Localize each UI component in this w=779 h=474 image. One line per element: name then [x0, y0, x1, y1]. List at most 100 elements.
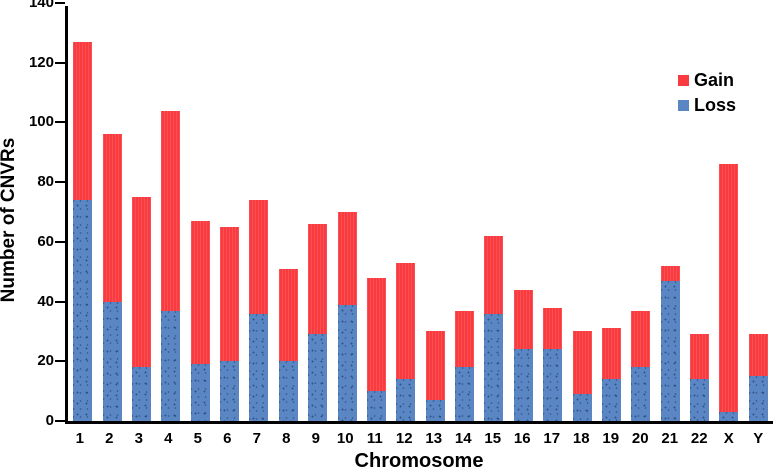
bar-segment-gain: [366, 277, 386, 392]
x-tick-label-chr-Y: Y: [753, 430, 764, 447]
bar-column-chr-7: [244, 6, 273, 421]
bar-segment-loss: [161, 310, 181, 421]
y-tick-mark: [55, 300, 65, 303]
y-tick-label: 40: [37, 292, 54, 310]
bar-segment-gain: [543, 307, 563, 350]
bar-segment-gain: [161, 110, 181, 311]
y-axis-title: Number of CNVRs: [0, 137, 19, 303]
bar-column-chr-Y: [744, 6, 773, 421]
x-tick-label-chr-13: 13: [425, 430, 443, 447]
bar-stack: [484, 235, 504, 421]
bar-column-chr-4: [156, 6, 185, 421]
bar-segment-gain: [748, 334, 768, 377]
bar-segment-loss: [748, 376, 768, 421]
bar-segment-gain: [337, 212, 357, 305]
y-tick-label: 120: [28, 53, 54, 71]
x-tick-label-chr-22: 22: [690, 430, 708, 447]
bar-column-chr-15: [479, 6, 508, 421]
bar-segment-loss: [220, 361, 240, 421]
y-tick-mark: [55, 240, 65, 243]
y-tick-label: 0: [45, 412, 54, 429]
bar-segment-loss: [337, 304, 357, 421]
bar-segment-gain: [396, 262, 416, 380]
y-tick-label: 60: [37, 232, 54, 250]
bar-segment-gain: [455, 310, 475, 368]
bar-segment-gain: [719, 164, 739, 413]
bar-segment-gain: [484, 235, 504, 314]
bar-segment-loss: [249, 313, 269, 421]
bar-segment-gain: [690, 334, 710, 380]
bar-column-chr-17: [538, 6, 567, 421]
bar-segment-gain: [660, 265, 680, 281]
bar-column-chr-X: [714, 6, 743, 421]
bar-stack: [572, 331, 592, 421]
x-tick-label-chr-4: 4: [164, 430, 173, 447]
bar-column-chr-8: [274, 6, 303, 421]
x-tick-label-chr-15: 15: [484, 430, 502, 447]
x-tick-label-chr-17: 17: [543, 430, 561, 447]
bar-stack: [631, 310, 651, 421]
bar-segment-loss: [484, 313, 504, 421]
bar-segment-loss: [73, 200, 93, 421]
bar-column-chr-20: [626, 6, 655, 421]
bar-stack: [220, 226, 240, 421]
bar-column-chr-13: [421, 6, 450, 421]
bar-segment-gain: [308, 223, 328, 335]
bar-stack: [190, 220, 210, 421]
bar-column-chr-5: [186, 6, 215, 421]
y-tick-label: 80: [37, 173, 54, 191]
bar-column-chr-9: [303, 6, 332, 421]
y-tick-label: 20: [37, 352, 54, 370]
x-tick-label-chr-21: 21: [661, 430, 679, 447]
bar-stack: [660, 265, 680, 421]
x-tick-label-chr-12: 12: [395, 430, 413, 447]
bar-segment-gain: [278, 268, 298, 362]
bar-stack: [249, 200, 269, 421]
bar-segment-gain: [631, 310, 651, 368]
bar-stack: [690, 334, 710, 421]
bar-stack: [102, 134, 122, 421]
y-tick-mark: [55, 420, 65, 422]
legend-item-loss: Loss: [678, 96, 736, 114]
bar-stack: [455, 310, 475, 421]
bar-column-chr-18: [567, 6, 596, 421]
x-tick-label-chr-2: 2: [105, 430, 114, 447]
bar-segment-gain: [220, 226, 240, 362]
bar-segment-gain: [190, 220, 210, 365]
bar-column-chr-22: [685, 6, 714, 421]
x-tick-label-chr-6: 6: [223, 430, 232, 447]
bar-stack: [73, 41, 93, 421]
bar-stack: [131, 197, 151, 421]
x-tick-label-chr-16: 16: [513, 430, 531, 447]
bar-segment-loss: [690, 379, 710, 421]
loss-swatch-icon: [678, 99, 689, 111]
bar-stack: [308, 223, 328, 421]
bar-stack: [513, 289, 533, 421]
bar-segment-loss: [543, 349, 563, 421]
bar-segment-loss: [572, 394, 592, 421]
x-tick-label-chr-14: 14: [454, 430, 472, 447]
bar-segment-gain: [73, 41, 93, 201]
plot-area: 0 20 40 60 80 100 120 140: [29, 0, 773, 429]
gain-swatch-icon: [678, 74, 689, 86]
bar-column-chr-14: [450, 6, 479, 421]
bar-column-chr-1: [68, 6, 97, 421]
bar-column-chr-10: [332, 6, 361, 421]
x-tick-label-chr-7: 7: [252, 430, 261, 447]
y-tick-mark: [55, 360, 65, 363]
y-tick-mark: [55, 2, 65, 4]
bar-segment-gain: [572, 331, 592, 395]
bar-segment-loss: [131, 367, 151, 421]
y-tick-mark: [55, 61, 65, 64]
x-axis-labels: 1 2 3 4 5 6 7 8 9 10 11 12 13 14 15 16 17 18 19 20 21 22 X Y: [65, 430, 773, 447]
y-tick-mark: [55, 121, 65, 124]
bars-container: [68, 6, 773, 421]
bar-stack: [425, 331, 445, 421]
bar-segment-loss: [660, 280, 680, 421]
bar-column-chr-12: [391, 6, 420, 421]
bar-segment-gain: [513, 289, 533, 350]
y-tick-mark: [55, 181, 65, 184]
x-tick-label-chr-11: 11: [366, 430, 383, 447]
bar-segment-loss: [278, 361, 298, 421]
